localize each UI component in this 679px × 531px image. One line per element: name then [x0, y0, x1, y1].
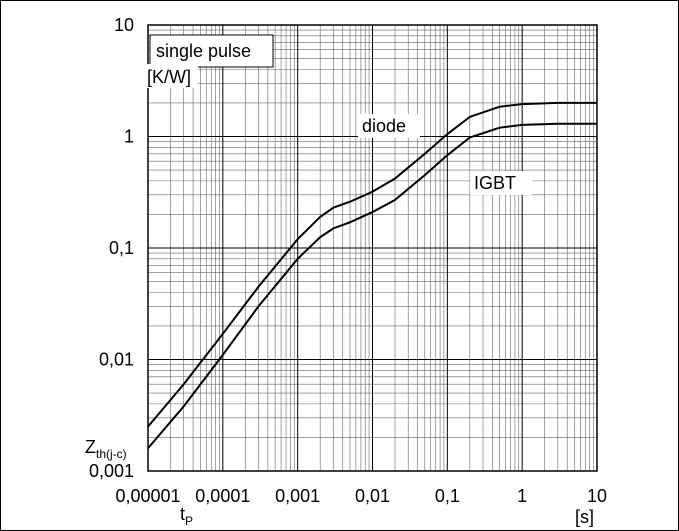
- x-tick-label: 0,001: [275, 486, 320, 506]
- x-tick-label: 1: [517, 486, 527, 506]
- x-tick-label: 0,0001: [195, 486, 250, 506]
- x-tick-label: 0,01: [355, 486, 390, 506]
- x-axis-label: tP: [180, 504, 193, 528]
- label-bg: [146, 64, 198, 88]
- x-axis-label-main: t: [180, 504, 185, 524]
- x-tick-label: 0,1: [435, 486, 460, 506]
- label-bg: [358, 114, 420, 138]
- y-tick-label: 0,1: [109, 238, 134, 258]
- x-axis-label-sub: P: [185, 514, 193, 528]
- y-tick-label: 0,01: [99, 350, 134, 370]
- series-line: [147, 101, 597, 428]
- y-axis-label: Zth(j-c): [85, 437, 127, 461]
- y-tick-label: 1: [124, 127, 134, 147]
- y-axis-label-sub: th(j-c): [96, 447, 127, 461]
- series-label: IGBT: [474, 173, 516, 193]
- x-tick-label: 0,00001: [115, 486, 180, 506]
- plot-border: [147, 24, 598, 472]
- series-label: diode: [362, 116, 406, 136]
- y-tick-label: 0,001: [89, 461, 134, 481]
- series-line: [147, 122, 597, 449]
- label-bg: [470, 171, 532, 195]
- x-tick-label: 10: [587, 486, 607, 506]
- annotation-box: [149, 34, 274, 68]
- x-unit: [s]: [575, 507, 594, 527]
- y-unit: [K/W]: [147, 67, 191, 87]
- annotation: single pulse: [156, 41, 251, 61]
- y-tick-label: 10: [114, 15, 134, 35]
- y-axis-label-main: Z: [85, 437, 96, 457]
